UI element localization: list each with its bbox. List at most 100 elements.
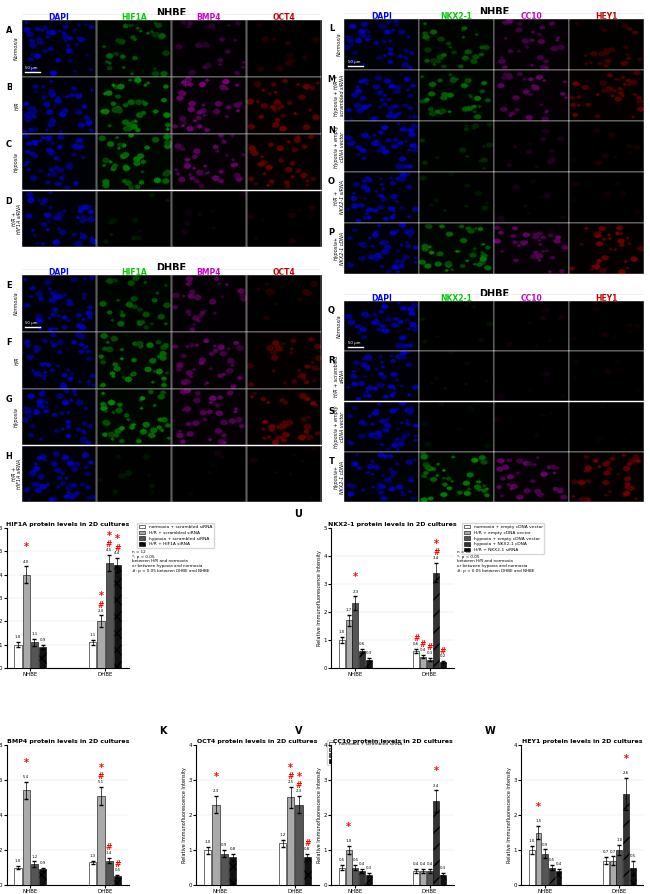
Bar [105,861,113,885]
Text: O: O [328,177,335,186]
Text: *: * [107,531,112,541]
Text: HEY1: HEY1 [595,293,617,302]
Bar [359,651,365,668]
Title: HIF1A protein levels in 2D cultures: HIF1A protein levels in 2D cultures [6,522,129,527]
Text: NKX2-1: NKX2-1 [441,13,473,21]
Text: D: D [6,197,12,206]
Text: #: # [106,843,112,852]
Text: U: U [294,509,302,519]
Text: 1.2: 1.2 [31,855,38,858]
Text: 50 μm: 50 μm [25,321,38,325]
Text: 0.8: 0.8 [229,847,236,851]
Text: 5.4: 5.4 [23,775,29,779]
Text: #: # [98,601,104,610]
Bar [39,647,46,668]
Text: W: W [484,726,495,736]
Text: BMP4: BMP4 [196,13,221,22]
Bar [31,642,38,668]
Text: #: # [433,548,439,557]
Title: BMP4 protein levels in 2D cultures: BMP4 protein levels in 2D cultures [6,738,129,744]
Text: NKX2-1: NKX2-1 [441,293,473,302]
Text: *: * [353,572,358,583]
Text: NHBE: NHBE [156,8,187,18]
Text: 2.3: 2.3 [352,590,359,594]
Bar [366,874,372,885]
Text: *: * [24,758,29,768]
Text: 1.4: 1.4 [106,851,112,856]
Bar [420,657,426,668]
Text: HIF1A: HIF1A [121,13,147,22]
Text: *: * [536,802,541,813]
Text: Hypoxia + empty
cDNA vector: Hypoxia + empty cDNA vector [333,125,344,168]
Text: Hypoxia: Hypoxia [14,152,20,173]
Bar [426,871,432,885]
Title: OCT4 protein levels in 2D cultures: OCT4 protein levels in 2D cultures [198,738,318,744]
Bar [295,805,303,885]
Bar [114,565,121,668]
Bar [623,794,629,885]
Text: Normoxia: Normoxia [14,37,20,61]
Text: K: K [159,726,167,736]
Text: 0.5: 0.5 [339,858,345,862]
Text: Hypoxia + empty
cDNA vector: Hypoxia + empty cDNA vector [333,405,344,448]
Bar [440,662,446,668]
Bar [31,864,38,885]
Bar [287,797,294,885]
Text: H/R + scrambled
siRNA: H/R + scrambled siRNA [333,356,344,397]
Bar [434,573,439,668]
Text: n = 12
*: p < 0.05
between H/R and normoxia
or between hypoxia and normoxia
#: p: n = 12 *: p < 0.05 between H/R and normo… [132,550,210,572]
Text: *: * [434,539,439,549]
Text: H/R +
HIF1A siRNA: H/R + HIF1A siRNA [11,459,22,489]
Bar [556,871,562,885]
Bar [426,660,432,668]
Text: Hypoxia: Hypoxia [14,408,20,427]
Title: CC10 protein levels in 2D cultures: CC10 protein levels in 2D cultures [333,738,452,744]
Text: 1.0: 1.0 [15,859,21,863]
Text: 2.6: 2.6 [623,772,629,775]
Text: 1.0: 1.0 [15,636,21,639]
Text: *: * [434,766,439,777]
Bar [616,850,622,885]
Text: 2.4: 2.4 [433,784,439,788]
Text: DAPI: DAPI [371,13,392,21]
Y-axis label: Relative Immunofluorescence Intensity: Relative Immunofluorescence Intensity [317,550,322,645]
Text: *: * [288,763,293,773]
Text: #: # [420,640,426,649]
Bar [23,575,30,668]
Bar [603,861,609,885]
Text: 0.4: 0.4 [420,862,426,866]
Text: 50 μm: 50 μm [25,66,38,70]
Text: 0.3: 0.3 [440,866,446,870]
Bar [339,640,345,668]
Text: 50 μm: 50 μm [348,341,360,345]
Text: 2.3: 2.3 [213,789,219,793]
Text: #: # [440,646,446,655]
Text: 1.3: 1.3 [90,854,96,857]
Text: #: # [304,839,310,848]
Text: OCT4: OCT4 [272,268,295,277]
Text: 0.9: 0.9 [542,842,549,847]
Bar [352,867,358,885]
Text: #: # [106,540,112,549]
Title: NKX2-1 protein levels in 2D cultures: NKX2-1 protein levels in 2D cultures [328,522,457,527]
Text: *: * [214,772,218,781]
Text: NHBE: NHBE [478,7,509,18]
Text: 1.0: 1.0 [616,839,623,842]
Bar [413,651,419,668]
Text: 2.0: 2.0 [98,609,104,612]
Bar [359,871,365,885]
Text: DHBE: DHBE [156,263,187,273]
Text: *: * [623,755,629,764]
Text: 50 μm: 50 μm [348,60,360,63]
Text: 1.5: 1.5 [536,820,541,823]
Text: S: S [328,407,335,416]
Text: n = 12
*: p < 0.05
between H/R and normoxia
or between hypoxia and normoxia
#: p: n = 12 *: p < 0.05 between H/R and normo… [457,550,534,572]
Text: *: * [98,591,103,602]
Bar [549,867,555,885]
Legend: normoxia + scrambled siRNA, H/R + scrambled siRNA, hypoxia + scrambled siRNA, H/: normoxia + scrambled siRNA, H/R + scramb… [137,523,214,548]
Text: 0.2: 0.2 [440,654,446,658]
Text: 0.8: 0.8 [304,847,310,851]
Text: #: # [413,634,419,644]
Bar [221,854,228,885]
Text: 0.9: 0.9 [221,843,228,848]
